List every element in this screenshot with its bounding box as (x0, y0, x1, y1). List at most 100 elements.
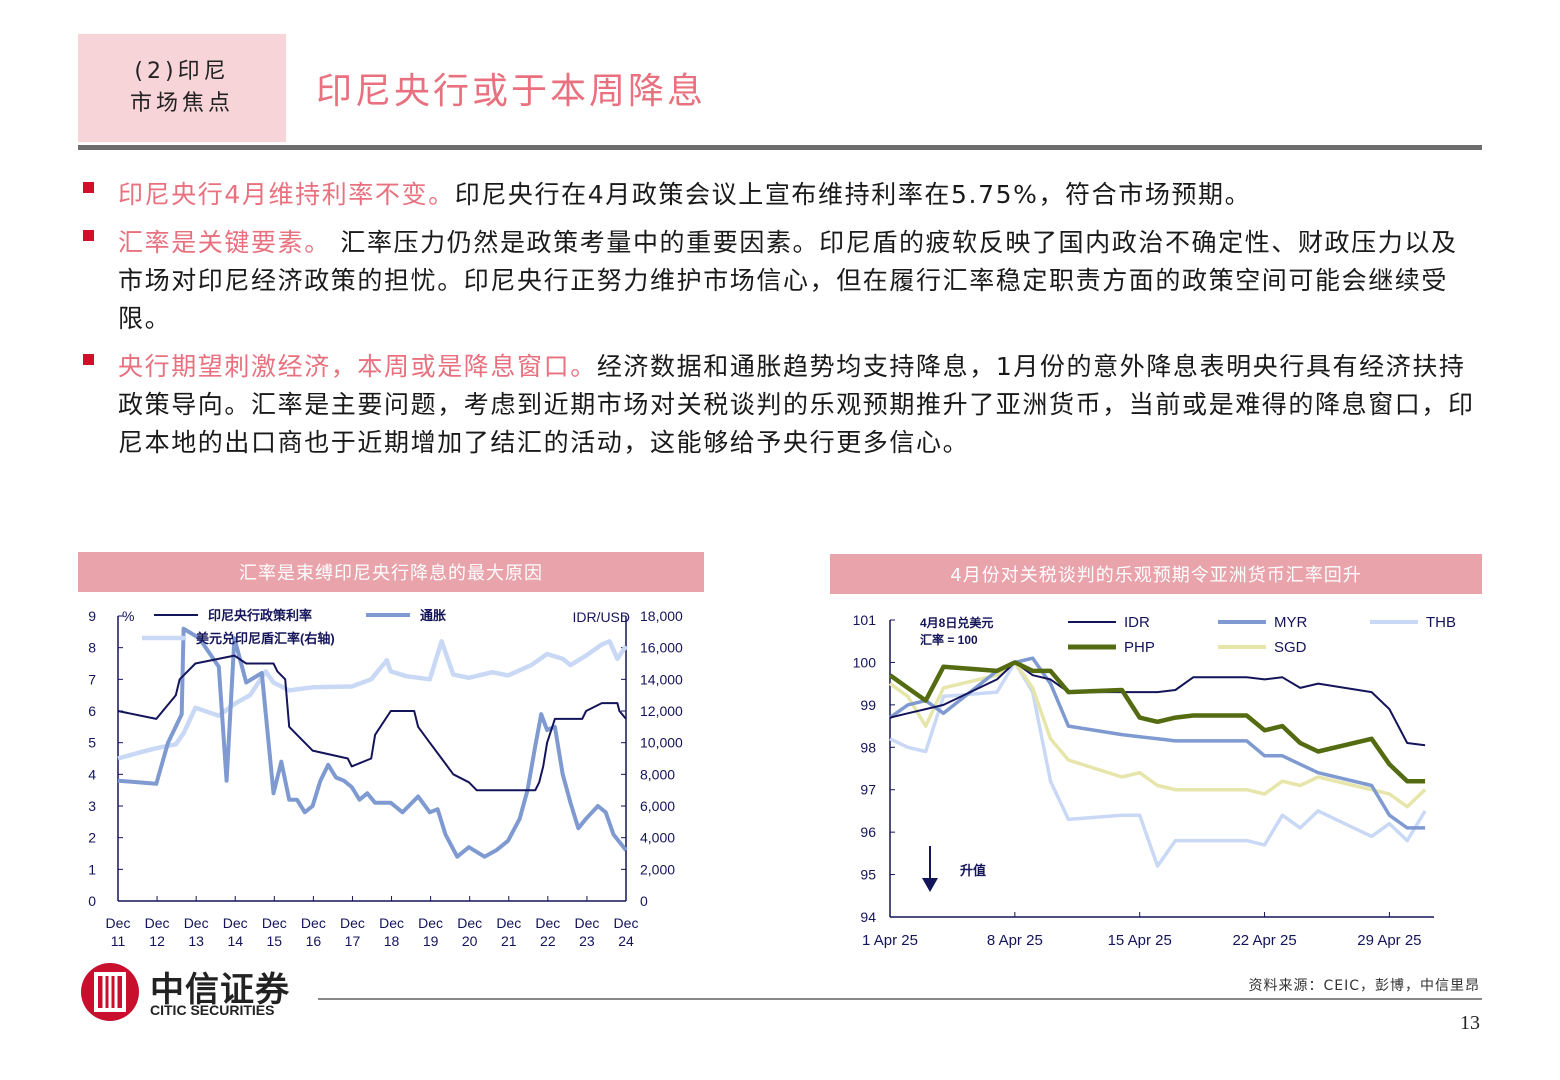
chart1-x-tick-label-month: Dec (574, 915, 599, 931)
chart1-right-tick-label: 2,000 (640, 861, 675, 877)
citic-logo-icon (81, 963, 139, 1021)
chart1-x-tick-label-month: Dec (340, 915, 365, 931)
chart1-left-tick-label: 1 (88, 861, 96, 877)
chart1-x-tick-label-year: 24 (618, 933, 634, 949)
chart2-series-thb (889, 660, 1427, 868)
chart2-series-idr (889, 661, 1426, 747)
chart1-right-tick-label: 8,000 (640, 766, 675, 782)
chart1-x-tick-label-month: Dec (262, 915, 287, 931)
chart1-x-tick-label-month: Dec (106, 915, 131, 931)
bullet-list: 印尼央行4月维持利率不变。印尼央行在4月政策会议上宣布维持利率在5.75%，符合… (80, 176, 1480, 472)
chart1-right-tick-label: 6,000 (640, 798, 675, 814)
chart1-right-unit: IDR/USD (572, 609, 630, 625)
bullet-highlight: 央行期望刺激经济，本周或是降息窗口。 (118, 352, 597, 381)
chart1-x-tick-label-month: Dec (418, 915, 443, 931)
section-label-line1: (2)印尼 (134, 59, 230, 84)
chart1-legend-label: 美元兑印尼盾汇率(右轴) (196, 631, 335, 646)
chart1-x-tick-label-month: Dec (535, 915, 560, 931)
chart2-legend-label: THB (1426, 614, 1456, 631)
chart1-x-tick-label-year: 13 (188, 933, 204, 949)
title-divider (78, 145, 1482, 150)
bullet-item: 汇率是关键要素。 汇率压力仍然是政策考量中的重要因素。印尼盾的疲软反映了国内政治… (80, 224, 1480, 338)
chart1-series-2 (117, 639, 628, 761)
chart1-left-tick-label: 5 (88, 735, 96, 751)
chart1-right-tick-label: 0 (640, 893, 648, 909)
chart2-legend-label: IDR (1124, 614, 1150, 631)
chart1-right-tick-label: 10,000 (640, 735, 683, 751)
chart1-x-tick-label-year: 17 (345, 933, 361, 949)
source-note: 资料来源：CEIC，彭博，中信里昂 (1248, 978, 1480, 994)
chart1-legend-label: 印尼央行政策利率 (208, 608, 312, 623)
chart1-x-tick-label-year: 23 (579, 933, 595, 949)
chart1-x-tick-label-month: Dec (223, 915, 248, 931)
chart2-y-tick-label: 101 (853, 612, 877, 628)
chart2-base-annotation-line1: 4月8日兑美元 (920, 615, 993, 630)
chart2-base-annotation-line2: 汇率 = 100 (920, 632, 978, 647)
section-label-line2: 市场焦点 (129, 91, 234, 116)
bullet-text: 汇率压力仍然是政策考量中的重要因素。印尼盾的疲软反映了国内政治不确定性、财政压力… (118, 228, 1458, 333)
chart2-series-sgd (888, 660, 1427, 809)
bullet-square-icon (83, 354, 94, 365)
chart2-y-tick-label: 95 (860, 867, 876, 883)
citic-logo: 中信证券 CITIC SECURITIES (78, 960, 318, 1024)
chart2-legend-label: PHP (1124, 639, 1155, 656)
bullet-text: 印尼央行在4月政策会议上宣布维持利率在5.75%，符合市场预期。 (454, 180, 1252, 209)
bullet-item: 央行期望刺激经济，本周或是降息窗口。经济数据和通胀趋势均支持降息，1月份的意外降… (80, 348, 1480, 462)
logo-chinese: 中信证券 (150, 970, 290, 1010)
chart1-left-tick-label: 0 (88, 893, 96, 909)
chart1-x-tick-label-year: 21 (501, 933, 517, 949)
page-number: 13 (1460, 1012, 1480, 1034)
chart2-y-tick-label: 96 (860, 824, 876, 840)
chart2-series-php (888, 660, 1426, 784)
chart1-x-tick-label-year: 11 (111, 933, 126, 949)
chart1-x-tick-label-year: 18 (384, 933, 400, 949)
chart1-x-tick-label-month: Dec (379, 915, 404, 931)
chart1-right-tick-label: 16,000 (640, 640, 683, 656)
bullet-text: 经济数据和通胀趋势均支持降息，1月份的意外降息表明央行具有经济扶持政策导向。汇率… (118, 352, 1475, 457)
chart2-x-tick-label: 8 Apr 25 (987, 932, 1043, 949)
chart1-title: 汇率是束缚印尼央行降息的最大原因 (78, 552, 704, 592)
chart1-left-tick-label: 3 (88, 798, 96, 814)
chart1-x-tick-label-month: Dec (457, 915, 482, 931)
chart1-left-tick-label: 7 (88, 671, 96, 687)
chart1-series-1 (117, 626, 628, 859)
chart1-left-tick-label: 6 (88, 703, 96, 719)
chart2-y-tick-label: 98 (860, 739, 876, 755)
chart2-arrow-label: 升值 (960, 863, 986, 878)
chart1-x-tick-label-year: 19 (423, 933, 439, 949)
chart1-x-tick-label-month: Dec (145, 915, 170, 931)
chart1-x-tick-label-month: Dec (496, 915, 521, 931)
chart1-left-tick-label: 2 (88, 830, 96, 846)
chart1-left-unit: % (122, 608, 134, 624)
chart1-left-tick-label: 8 (88, 640, 96, 656)
bullet-square-icon (83, 182, 94, 193)
chart2-x-tick-label: 15 Apr 25 (1108, 932, 1172, 949)
chart2-arrow-head-icon (922, 878, 938, 892)
chart1-left-tick-label: 4 (88, 766, 96, 782)
chart1-x-tick-label-month: Dec (614, 915, 639, 931)
chart1-series-0 (117, 654, 627, 792)
chart2-x-tick-label: 1 Apr 25 (862, 932, 918, 949)
chart2-svg: 94 95 96 97 98 99 100 101 1 Apr 25 8 Apr 25 15 Apr… (853, 612, 1456, 949)
chart2-y-tick-label: 100 (853, 654, 877, 670)
chart1-left-tick-label: 9 (88, 608, 96, 624)
chart2-x-tick-label: 22 Apr 25 (1232, 932, 1296, 949)
chart2-y-tick-label: 97 (860, 782, 876, 798)
chart2-legend-label: SGD (1274, 639, 1307, 656)
section-label: (2)印尼 市场焦点 (78, 34, 286, 142)
chart2-y-tick-label: 99 (860, 697, 876, 713)
chart1-right-tick-label: 12,000 (640, 703, 683, 719)
chart2-y-tick-label: 94 (860, 909, 876, 925)
chart1-x-tick-label-month: Dec (184, 915, 209, 931)
chart1-x-tick-label-year: 20 (462, 933, 478, 949)
chart2-title: 4月份对关税谈判的乐观预期令亚洲货币汇率回升 (830, 554, 1482, 594)
chart1-right-tick-label: 4,000 (640, 830, 675, 846)
chart1-x-tick-label-year: 15 (267, 933, 283, 949)
chart2-series-myr (888, 656, 1426, 830)
chart1-legend-label: 通胀 (420, 608, 446, 623)
chart1-x-tick-label-year: 16 (306, 933, 322, 949)
footer-divider (318, 998, 1482, 1000)
chart2-x-tick-label: 29 Apr 25 (1357, 932, 1421, 949)
bullet-highlight: 印尼央行4月维持利率不变。 (118, 180, 455, 209)
